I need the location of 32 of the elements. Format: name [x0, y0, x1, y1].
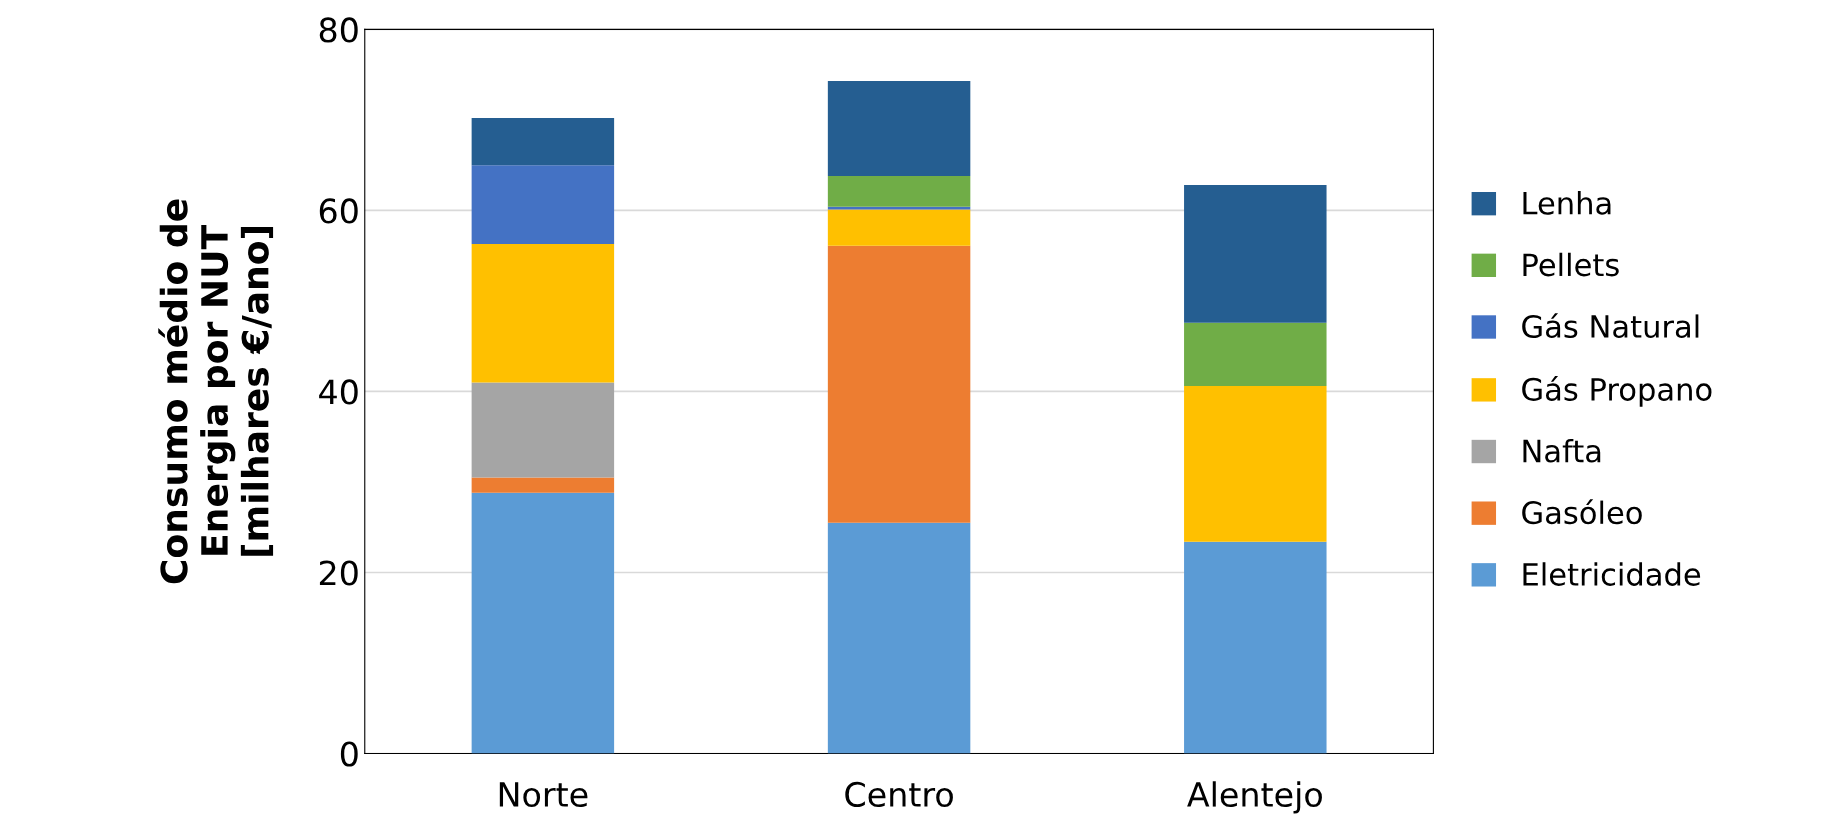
- legend-label: Nafta: [1523, 438, 1601, 463]
- x-tick-label: Norte: [499, 782, 588, 808]
- bar: [1184, 386, 1327, 542]
- bar: [471, 243, 615, 383]
- bar: [471, 165, 615, 244]
- bar: [827, 245, 971, 523]
- y-tick-label: 40: [319, 379, 358, 405]
- bar: [471, 118, 615, 166]
- y-tick-label: 0: [340, 741, 358, 767]
- bar: [827, 522, 971, 754]
- y-tick-label: 60: [319, 198, 358, 224]
- x-tick-label: Alentejo: [1187, 781, 1322, 814]
- y-axis-title: Consumo médio de Energia por NUT [milhares €/ano]: [158, 199, 274, 584]
- legend-label: Gás Propano: [1522, 376, 1712, 407]
- bar: [1184, 185, 1327, 323]
- bar: [827, 176, 971, 207]
- legend-label: Gasóleo: [1522, 499, 1642, 525]
- legend-label: Eletricidade: [1523, 562, 1701, 586]
- legend-label: Lenha: [1523, 191, 1611, 215]
- x-tick-label: Centro: [845, 781, 953, 808]
- bar: [471, 382, 615, 478]
- bar: [1184, 541, 1327, 754]
- y-tick-label: 80: [319, 17, 358, 43]
- y-tick-label: 20: [319, 560, 358, 586]
- bar: [471, 492, 615, 754]
- bar: [827, 209, 971, 246]
- bar: [827, 80, 971, 177]
- bar: [827, 206, 971, 210]
- bar: [471, 477, 615, 493]
- legend-label: Gás Natural: [1522, 313, 1699, 339]
- bar: [1184, 322, 1327, 387]
- legend-label: Pellets: [1523, 252, 1619, 277]
